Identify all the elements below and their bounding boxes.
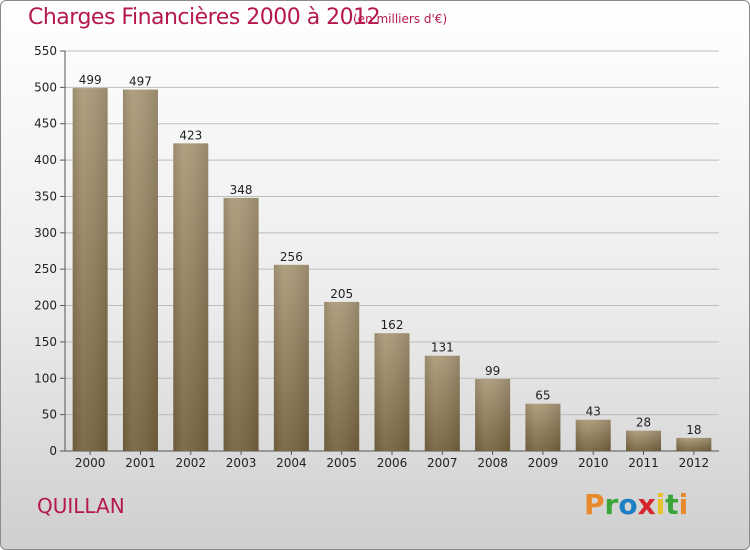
y-tick-label: 50 — [42, 408, 57, 422]
bar-shade-2006 — [374, 333, 410, 451]
y-tick-label: 200 — [34, 299, 57, 313]
value-label-2008: 99 — [485, 364, 500, 378]
value-label-2002: 423 — [179, 128, 202, 142]
value-label-2000: 499 — [79, 73, 102, 87]
x-tick-label-2010: 2010 — [578, 456, 609, 470]
bar-shade-2002 — [173, 143, 209, 451]
x-tick-label-2003: 2003 — [226, 456, 257, 470]
x-tick-label-2007: 2007 — [427, 456, 458, 470]
value-label-2006: 162 — [381, 318, 404, 332]
x-tick-label-2012: 2012 — [679, 456, 710, 470]
x-tick-label-2004: 2004 — [276, 456, 307, 470]
value-label-2005: 205 — [330, 287, 353, 301]
x-tick-label-2002: 2002 — [175, 456, 206, 470]
bar-shade-2007 — [424, 355, 460, 451]
x-tick-label-2011: 2011 — [628, 456, 659, 470]
value-label-2009: 65 — [535, 389, 550, 403]
commune-name: QUILLAN — [37, 494, 125, 518]
value-label-2003: 348 — [230, 183, 253, 197]
value-label-2012: 18 — [686, 423, 701, 437]
value-label-2011: 28 — [636, 416, 651, 430]
x-tick-label-2000: 2000 — [75, 456, 106, 470]
x-tick-label-2006: 2006 — [377, 456, 408, 470]
bar-shade-2000 — [72, 88, 108, 451]
x-tick-label-2008: 2008 — [477, 456, 508, 470]
bar-shade-2008 — [475, 379, 511, 451]
logo-letter: i — [678, 488, 689, 521]
y-tick-label: 500 — [34, 80, 57, 94]
x-tick-label-2001: 2001 — [125, 456, 156, 470]
y-tick-label: 400 — [34, 153, 57, 167]
logo-letter: t — [665, 488, 679, 521]
chart-unit: (en milliers d'€) — [353, 12, 448, 26]
value-label-2001: 497 — [129, 75, 152, 89]
bar-shade-2009 — [525, 403, 561, 451]
y-tick-label: 350 — [34, 189, 57, 203]
bar-shade-2005 — [324, 301, 360, 451]
logo-letter: r — [604, 488, 619, 521]
y-tick-label: 0 — [49, 444, 57, 458]
logo-letter: o — [618, 488, 638, 521]
y-tick-label: 450 — [34, 117, 57, 131]
logo-letter: x — [637, 488, 656, 521]
y-tick-label: 150 — [34, 335, 57, 349]
value-label-2007: 131 — [431, 341, 454, 355]
value-label-2004: 256 — [280, 250, 303, 264]
value-label-2010: 43 — [586, 405, 601, 419]
x-tick-label-2005: 2005 — [326, 456, 357, 470]
x-tick-label-2009: 2009 — [528, 456, 559, 470]
y-tick-label: 100 — [34, 371, 57, 385]
bar-shade-2003 — [223, 197, 259, 451]
bar-shade-2011 — [626, 430, 662, 451]
proxiti-logo: Proxiti — [584, 488, 688, 521]
logo-letter: i — [655, 488, 666, 521]
chart-title: Charges Financières 2000 à 2012 — [28, 5, 381, 30]
y-tick-label: 300 — [34, 226, 57, 240]
bar-shade-2010 — [575, 419, 611, 451]
bar-shade-2012 — [676, 437, 712, 451]
y-tick-label: 250 — [34, 262, 57, 276]
y-tick-label: 550 — [34, 44, 57, 58]
bar-shade-2004 — [273, 264, 309, 451]
logo-letter: P — [584, 488, 605, 521]
bar-shade-2001 — [122, 89, 158, 451]
